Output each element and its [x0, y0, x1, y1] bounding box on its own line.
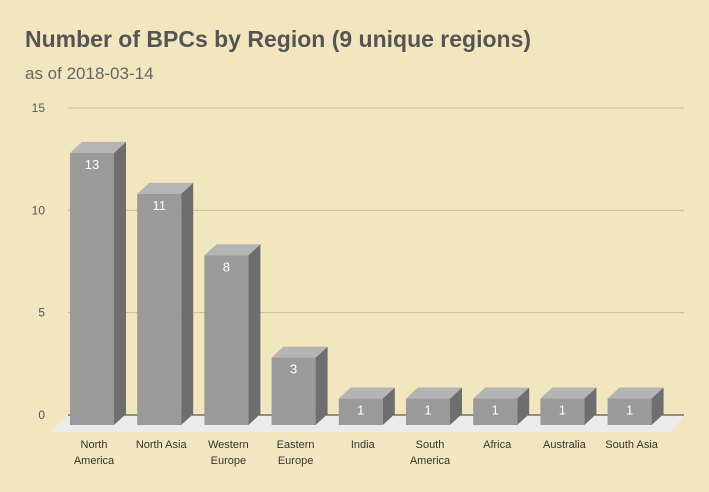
- bar-side: [248, 244, 261, 425]
- x-tick-label: Europe: [211, 455, 246, 467]
- y-tick-label: 5: [38, 306, 45, 320]
- bar-top: [70, 141, 126, 153]
- bar: [338, 398, 383, 425]
- x-tick-label: India: [351, 439, 376, 451]
- bar: [204, 255, 249, 425]
- data-label: 11: [152, 198, 166, 213]
- bar-side: [651, 387, 664, 425]
- bar-side: [181, 182, 194, 425]
- bar: [137, 193, 182, 425]
- y-tick-label: 10: [32, 203, 46, 217]
- x-tick-label: Europe: [278, 455, 313, 467]
- bar-top: [607, 387, 664, 399]
- x-tick-label: Eastern: [277, 439, 315, 451]
- bar-side: [584, 387, 597, 425]
- bar: [540, 398, 585, 425]
- bar-top: [540, 387, 597, 399]
- bar-side: [114, 141, 126, 425]
- x-tick-label: Australia: [543, 439, 587, 451]
- x-tick-label: America: [74, 455, 115, 467]
- data-label: 1: [626, 403, 633, 418]
- x-tick-label: North: [81, 439, 108, 451]
- data-label: 3: [290, 362, 297, 377]
- y-tick-label: 0: [38, 408, 45, 422]
- x-tick-label: Western: [208, 439, 249, 451]
- bar: [405, 398, 450, 425]
- x-tick-label: Africa: [483, 439, 512, 451]
- bar-top: [338, 387, 395, 399]
- bar-top: [473, 387, 530, 399]
- x-tick-label: America: [410, 455, 451, 467]
- x-tick-label: South Asia: [605, 439, 658, 451]
- data-label: 1: [357, 403, 364, 418]
- bar-side: [315, 346, 328, 425]
- chart-subtitle: as of 2018-03-14: [25, 64, 154, 83]
- x-tick-label: South: [416, 439, 445, 451]
- bar-side: [449, 387, 462, 425]
- data-label: 8: [223, 259, 230, 274]
- chart-title: Number of BPCs by Region (9 unique regio…: [25, 26, 532, 52]
- bar-side: [382, 387, 395, 425]
- bar: [70, 152, 114, 425]
- data-label: 1: [559, 403, 566, 418]
- bar-top: [137, 182, 194, 194]
- x-tick-label: North Asia: [136, 439, 188, 451]
- bar-top: [204, 244, 261, 256]
- data-label: 13: [85, 157, 99, 172]
- bar: [271, 357, 316, 425]
- bar-side: [517, 387, 530, 425]
- bar: [473, 398, 518, 425]
- bar-top: [405, 387, 462, 399]
- data-label: 1: [424, 403, 431, 418]
- data-label: 1: [492, 403, 499, 418]
- y-tick-label: 15: [32, 101, 46, 115]
- bar: [607, 398, 652, 425]
- bar-top: [271, 346, 328, 358]
